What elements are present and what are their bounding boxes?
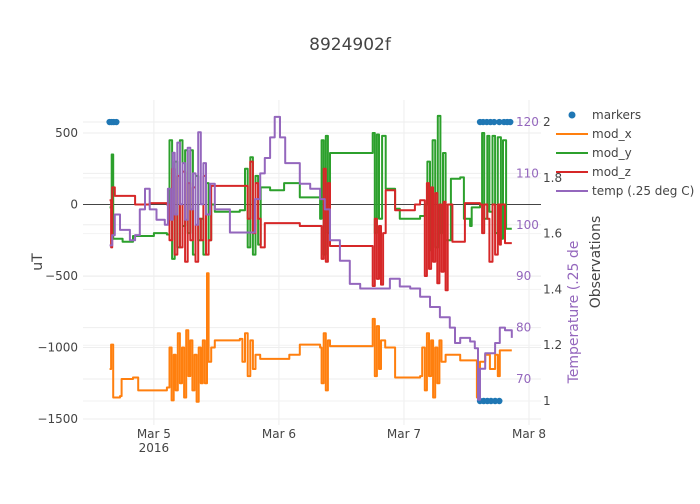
plot-area[interactable] [106,114,514,405]
y2-tick-label: 90 [516,269,531,283]
x-tick-label: Mar 7 [387,427,421,441]
y1-tick-label: 500 [55,126,78,140]
legend-label: mod_y [592,146,632,160]
y3-tick-label: 1 [543,394,551,408]
marker-point[interactable] [507,118,514,126]
y3-tick-label: 2 [543,115,551,129]
y3-tick-label: 1.2 [543,338,562,352]
marker-point[interactable] [490,118,498,126]
x-tick-label: Mar 5 [137,427,171,441]
legend-label: markers [592,108,641,122]
legend-label: temp (.25 deg C) [592,184,694,198]
legend-label: mod_z [592,165,631,179]
marker-point[interactable] [496,118,503,126]
y2-tick-label: 110 [516,166,539,180]
marker-point[interactable] [496,397,503,405]
chart-title: 8924902f [309,35,392,55]
y3-tick-label: 1.8 [543,171,562,185]
legend-item-mod-y[interactable]: mod_y [556,146,632,160]
y1-tick-label: −500 [45,269,78,283]
marker-point[interactable] [113,118,120,126]
y3-tick-label: 1.4 [543,282,562,296]
legend-marker-icon [568,111,576,119]
y-axis-title-ut: uT [30,253,46,271]
x-tick-label: Mar 8 [512,427,546,441]
y3-tick-label: 1.6 [543,227,562,241]
y-axis-title-temperature: Temperature (.25 de [566,241,582,385]
legend-label: mod_x [592,127,632,141]
x-tick-label: Mar 6 [262,427,296,441]
series-line-mod-x[interactable] [109,272,512,403]
y1-tick-label: −1000 [37,341,78,355]
legend-item-markers[interactable]: markers [568,108,642,122]
y2-tick-label: 70 [516,372,531,386]
legend-item-temp[interactable]: temp (.25 deg C) [556,184,694,198]
series-line-temp[interactable] [109,115,513,401]
legend-item-mod-z[interactable]: mod_z [556,165,631,179]
y-axis-title-observations: Observations [588,216,604,309]
legend-item-mod-x[interactable]: mod_x [556,127,632,141]
y2-tick-label: 100 [516,218,539,232]
y2-tick-label: 120 [516,115,539,129]
x-tick-sublabel: 2016 [139,441,170,455]
y1-tick-label: −1500 [37,412,78,426]
y2-tick-label: 80 [516,321,531,335]
y1-tick-label: 0 [70,198,78,212]
